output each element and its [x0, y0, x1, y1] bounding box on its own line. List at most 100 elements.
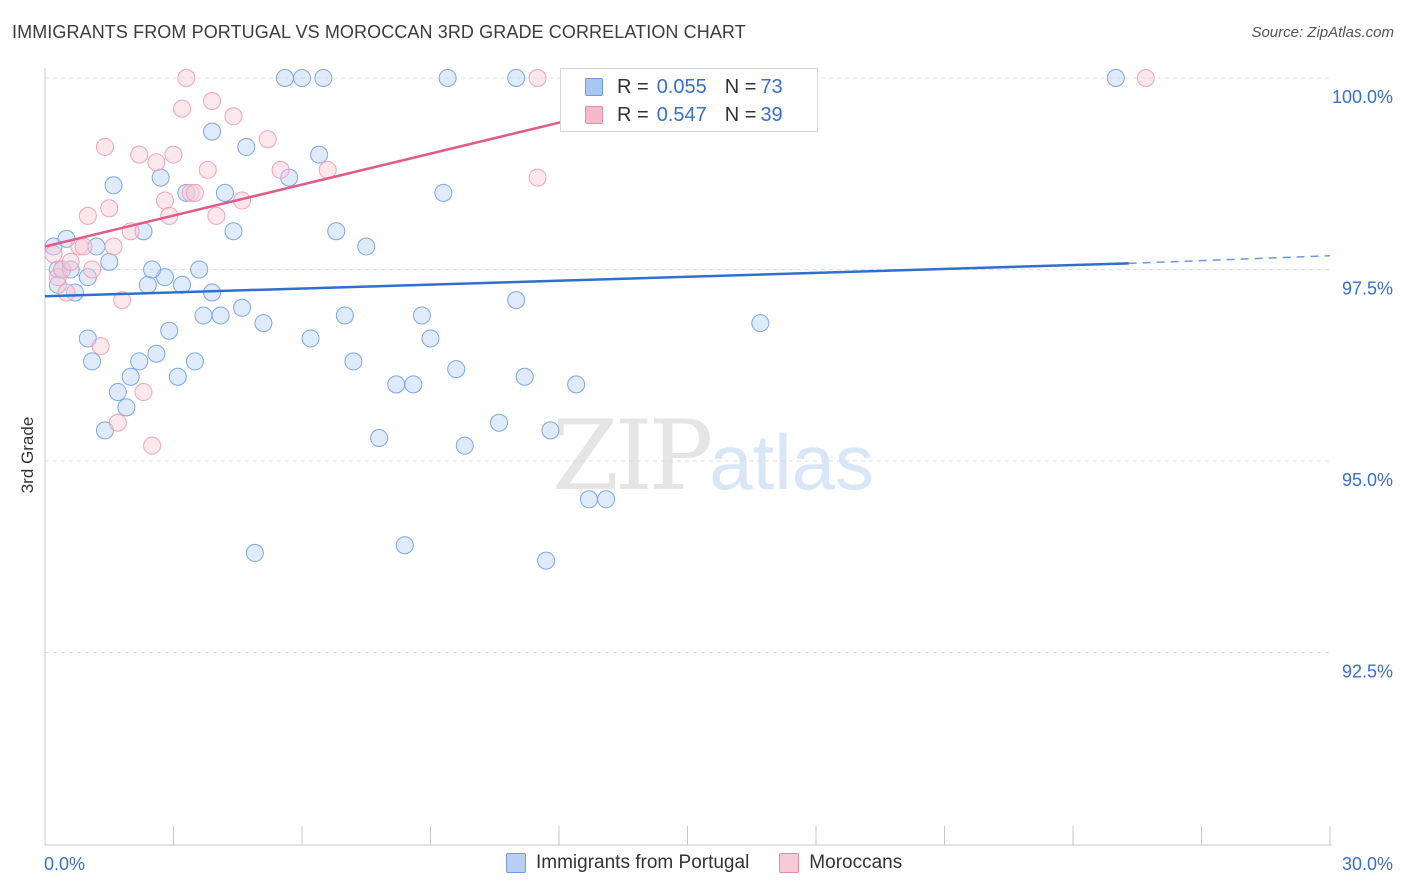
moroccan-point — [91, 337, 110, 356]
moroccan-point — [74, 237, 93, 256]
legend-n-label: N = — [724, 75, 757, 98]
portugal-point — [335, 306, 354, 325]
portugal-point — [233, 298, 252, 317]
moroccan-point — [207, 206, 226, 225]
portugal-point — [597, 490, 616, 509]
legend-r-label: R = — [617, 103, 649, 126]
moroccan-point — [100, 199, 119, 218]
portugal-point — [215, 183, 234, 202]
portugal-point — [310, 145, 329, 164]
portugal-point — [138, 275, 157, 294]
moroccan-point — [104, 237, 123, 256]
portugal-point — [447, 360, 466, 379]
legend-r-value: 0.547 — [656, 103, 707, 126]
legend-swatch-portugal — [585, 78, 603, 96]
portugal-point — [395, 536, 414, 555]
moroccan-point — [130, 145, 149, 164]
portugal-point — [168, 367, 187, 386]
legend-r-label: R = — [617, 75, 649, 98]
moroccan-point — [147, 153, 166, 172]
portugal-point — [314, 69, 333, 87]
portugal-point — [507, 69, 526, 87]
legend-swatch-portugal — [506, 853, 526, 873]
portugal-point — [121, 367, 140, 386]
portugal-point — [275, 69, 294, 87]
moroccan-point — [185, 183, 204, 202]
legend-swatch-moroccans — [585, 106, 603, 124]
moroccan-point — [113, 291, 132, 310]
portugal-point — [143, 260, 162, 279]
series-legend: Immigrants from Portugal Moroccans — [506, 852, 932, 874]
correlation-legend: R = 0.055 N = 73 R = 0.547 N = 39 — [560, 68, 818, 132]
portugal-point — [83, 352, 102, 371]
portugal-point — [567, 375, 586, 394]
portugal-point — [344, 352, 363, 371]
portugal-point — [438, 69, 457, 87]
portugal-point — [104, 176, 123, 195]
moroccan-point — [198, 160, 217, 179]
portugal-point — [579, 490, 598, 509]
portugal-point — [100, 252, 119, 271]
moroccan-point — [271, 160, 290, 179]
portugal-point — [237, 137, 256, 156]
moroccan-point — [528, 69, 547, 87]
portugal-point — [490, 413, 509, 432]
legend-n-value: 73 — [760, 75, 783, 98]
portugal-point — [541, 421, 560, 440]
portugal-point — [185, 352, 204, 371]
portugal-point — [211, 306, 230, 325]
portugal-trend-extension — [1128, 254, 1331, 265]
legend-label-portugal: Immigrants from Portugal — [536, 852, 750, 873]
legend-item-portugal[interactable]: Immigrants from Portugal — [506, 852, 749, 874]
portugal-point — [147, 344, 166, 363]
portugal-point — [327, 222, 346, 241]
portugal-point — [160, 321, 179, 340]
portugal-point — [507, 291, 526, 310]
chart-source: Source: ZipAtlas.com — [1251, 24, 1394, 41]
moroccan-point — [78, 206, 97, 225]
watermark-zip: ZIP — [552, 400, 713, 512]
moroccan-point — [177, 69, 196, 87]
portugal-point — [130, 352, 149, 371]
chart-title: IMMIGRANTS FROM PORTUGAL VS MOROCCAN 3RD… — [12, 22, 746, 42]
y-tick-label: 92.5% — [1342, 662, 1393, 682]
portugal-point — [224, 222, 243, 241]
moroccan-point — [143, 436, 162, 455]
moroccan-point — [44, 245, 63, 264]
moroccan-point — [61, 252, 80, 271]
portugal-point — [455, 436, 474, 455]
legend-item-moroccans[interactable]: Moroccans — [779, 852, 902, 874]
portugal-point — [404, 375, 423, 394]
portugal-point — [203, 122, 222, 141]
moroccan-point — [173, 99, 192, 118]
y-tick-label: 97.5% — [1342, 279, 1393, 299]
moroccan-point — [108, 413, 127, 432]
portugal-point — [387, 375, 406, 394]
legend-label-moroccans: Moroccans — [809, 852, 903, 873]
portugal-point — [537, 551, 556, 570]
moroccan-point — [181, 183, 200, 202]
legend-row-portugal: R = 0.055 N = 73 — [585, 73, 783, 101]
moroccan-point — [83, 260, 102, 279]
moroccan-point — [203, 91, 222, 110]
portugal-point — [751, 314, 770, 333]
moroccan-point — [155, 191, 174, 210]
moroccan-point — [164, 145, 183, 164]
portugal-point — [515, 367, 534, 386]
portugal-point — [1106, 69, 1125, 87]
portugal-trend-line — [44, 262, 1129, 298]
watermark: ZIPatlas — [552, 400, 874, 512]
legend-row-moroccans: R = 0.547 N = 39 — [585, 101, 783, 129]
portugal-point — [357, 237, 376, 256]
moroccan-point — [134, 383, 153, 402]
portugal-point — [245, 543, 264, 562]
portugal-point — [293, 69, 311, 87]
x-tick-label: 0.0% — [44, 854, 85, 874]
portugal-point — [190, 260, 209, 279]
moroccan-point — [95, 137, 114, 156]
y-tick-label: 100.0% — [1332, 87, 1393, 107]
portugal-point — [412, 306, 431, 325]
portugal-point — [108, 383, 127, 402]
portugal-point — [254, 314, 273, 333]
